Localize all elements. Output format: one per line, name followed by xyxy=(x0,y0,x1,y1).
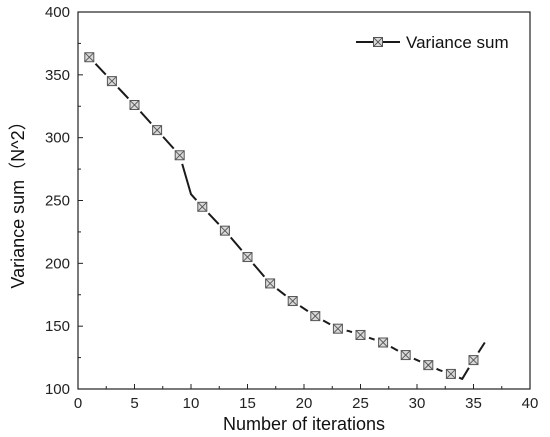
legend-marker xyxy=(373,37,383,47)
marker-cross xyxy=(446,369,456,379)
x-tick-label: 10 xyxy=(183,395,200,412)
series-layer xyxy=(80,48,486,383)
marker-cross xyxy=(174,150,185,161)
x-tick-label: 20 xyxy=(296,395,313,412)
marker-cross xyxy=(129,100,140,110)
data-point xyxy=(310,311,321,322)
y-tick-label: 100 xyxy=(45,381,70,398)
plot-frame xyxy=(77,11,531,390)
y-tick-label: 150 xyxy=(45,318,70,335)
legend-label: Variance sum xyxy=(406,33,509,52)
marker-cross xyxy=(378,337,388,348)
marker-cross xyxy=(400,350,411,360)
data-point xyxy=(445,368,456,379)
series-line xyxy=(88,56,486,380)
x-tick-label: 40 xyxy=(522,395,539,412)
data-point xyxy=(152,125,163,136)
marker-cross xyxy=(355,330,366,340)
data-point xyxy=(287,296,298,307)
marker-cross xyxy=(197,201,208,212)
data-point xyxy=(129,99,140,110)
x-axis-title: Number of iterations xyxy=(223,414,385,434)
data-point xyxy=(332,323,343,334)
marker-cross xyxy=(84,52,95,63)
marker-cross xyxy=(220,225,230,236)
x-tick-label: 30 xyxy=(409,395,426,412)
data-point xyxy=(219,225,230,236)
x-tick-label: 0 xyxy=(74,395,82,412)
y-axis: 100 150 200 250 300 350 400 xyxy=(45,4,83,398)
marker-cross xyxy=(333,323,343,334)
marker-cross xyxy=(152,125,162,135)
y-tick-label: 200 xyxy=(45,255,70,272)
marker-cross xyxy=(423,360,434,370)
marker-cross xyxy=(468,355,479,365)
data-point xyxy=(84,52,95,63)
data-point xyxy=(174,150,185,161)
x-axis: 0 5 10 15 20 25 30 35 40 xyxy=(74,384,539,412)
data-point xyxy=(197,201,208,212)
plot-border xyxy=(77,11,531,390)
y-tick-label: 300 xyxy=(45,130,70,147)
marker-cross xyxy=(310,311,321,321)
y-axis-title: Variance sum（N^2） xyxy=(8,112,28,288)
marker-cross xyxy=(265,278,275,289)
data-point xyxy=(106,76,117,87)
x-tick-label: 5 xyxy=(130,395,138,412)
data-point xyxy=(378,337,389,348)
data-point xyxy=(423,360,434,371)
data-point xyxy=(355,329,366,340)
x-tick-label: 15 xyxy=(239,395,256,412)
y-tick-label: 250 xyxy=(45,193,70,210)
data-point xyxy=(242,252,253,263)
y-tick-label: 400 xyxy=(45,4,70,21)
y-tick-label: 350 xyxy=(45,67,70,84)
legend: Variance sum xyxy=(356,33,509,52)
data-point xyxy=(265,278,276,289)
marker-cross xyxy=(287,296,298,306)
marker-cross xyxy=(373,37,383,47)
x-tick-label: 25 xyxy=(352,395,369,412)
data-point xyxy=(400,350,411,361)
x-tick-label: 35 xyxy=(465,395,482,412)
data-point xyxy=(468,355,479,366)
marker-cross xyxy=(242,252,253,262)
marker-cross xyxy=(107,76,117,86)
